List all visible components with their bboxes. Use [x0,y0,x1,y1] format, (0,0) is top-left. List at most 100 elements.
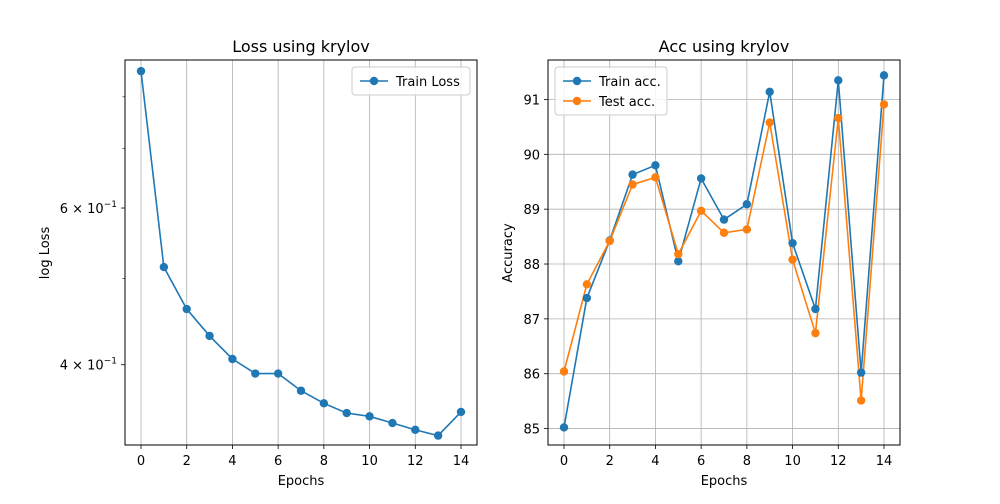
data-point [273,369,283,378]
x-tick-label: 4 [228,454,236,469]
data-point [719,228,729,237]
legend-frame [554,66,668,116]
data-point [628,170,637,179]
loss-chart-points [136,66,466,440]
data-point [388,418,397,428]
data-point [788,238,797,248]
x-tick-label: 10 [784,454,801,469]
loss-chart-title: Loss using krylov [232,37,370,56]
legend-label: Test acc. [598,95,655,110]
data-point [605,236,614,246]
legend-label: Train acc. [598,75,661,90]
data-point [136,66,146,76]
x-tick-label: 2 [606,454,614,469]
data-point [582,293,592,303]
data-point [651,161,660,170]
legend-frame [351,66,471,96]
data-point [559,423,569,432]
accuracy-chart-xlabel: Epochs [701,474,748,489]
data-point [342,408,351,418]
x-tick-label: 2 [183,454,191,469]
x-tick-label: 0 [137,454,145,469]
accuracy-chart: Acc using krylov Epochs Accuracy 0 2 4 6 8 10… [501,37,901,489]
data-point [834,113,843,123]
accuracy-chart-y-ticks: 85 86 87 88 89 90 91 [523,93,548,438]
x-tick-label: 10 [361,454,378,469]
data-point [296,386,306,395]
data-point [182,304,191,314]
series-line-1 [140,71,462,437]
data-point [719,215,729,224]
x-tick-label: 6 [697,454,705,469]
data-point [811,328,820,338]
x-tick-label: 8 [743,454,751,469]
data-point [456,407,466,417]
series-line-2 [563,104,885,401]
data-point [696,174,706,183]
legend-marker [572,96,582,106]
loss-chart-legend: Train Loss [351,66,471,96]
loss-chart-lines [140,71,462,437]
y-tick-label: 6 × 10−1 [60,200,117,217]
data-point [834,76,843,85]
legend-marker [572,76,582,86]
y-tick-label: 87 [523,313,540,328]
x-tick-label: 4 [651,454,659,469]
data-point [696,206,706,216]
data-point [651,173,660,182]
x-tick-label: 0 [560,454,568,469]
x-tick-label: 6 [274,454,282,469]
data-point [788,255,797,264]
data-point [742,200,752,209]
data-point [433,431,443,440]
data-point [811,304,820,314]
series-line-1 [563,75,885,428]
data-point [879,100,889,109]
accuracy-chart-ylabel: Accuracy [501,223,516,283]
data-point [628,180,637,189]
data-point [879,71,889,80]
legend-marker [369,76,379,86]
data-point [674,249,683,259]
data-point [365,412,374,421]
accuracy-chart-grid [548,60,900,445]
data-point [205,331,214,341]
loss-chart-frame [124,59,478,446]
data-point [674,257,683,266]
loss-chart-xlabel: Epochs [278,474,325,489]
loss-chart-ylabel: log Loss [38,227,53,280]
accuracy-chart-frame [547,59,901,446]
x-tick-label: 14 [453,454,470,469]
data-point [856,396,866,405]
y-tick-label: 91 [523,93,540,108]
x-tick-label: 12 [407,454,424,469]
y-tick-label: 89 [523,203,540,218]
accuracy-chart-legend: Train acc. Test acc. [554,66,668,116]
data-point [765,87,774,97]
loss-chart: Loss using krylov Epochs log Loss 0 2 4 6 8 1… [38,37,478,489]
accuracy-chart-x-ticks: 0 2 4 6 8 10 12 14 [560,445,892,469]
data-point [228,354,237,364]
y-tick-label: 4 × 10−1 [60,357,117,374]
data-point [582,280,592,289]
data-point [411,425,420,435]
data-point [559,367,569,376]
data-point [319,399,329,408]
y-tick-label: 88 [523,258,540,273]
data-point [159,262,169,272]
y-tick-label: 85 [523,423,540,438]
legend-label: Train Loss [395,75,460,90]
data-point [765,118,774,127]
accuracy-chart-points [559,71,889,432]
y-tick-label: 90 [523,148,540,163]
y-tick-label: 86 [523,368,540,383]
x-tick-label: 12 [830,454,847,469]
loss-chart-grid [140,60,462,445]
data-point [856,368,866,377]
loss-chart-x-ticks: 0 2 4 6 8 10 12 14 [137,445,469,469]
accuracy-chart-lines [563,75,885,428]
x-tick-label: 8 [320,454,328,469]
data-point [251,369,260,378]
x-tick-label: 14 [876,454,893,469]
